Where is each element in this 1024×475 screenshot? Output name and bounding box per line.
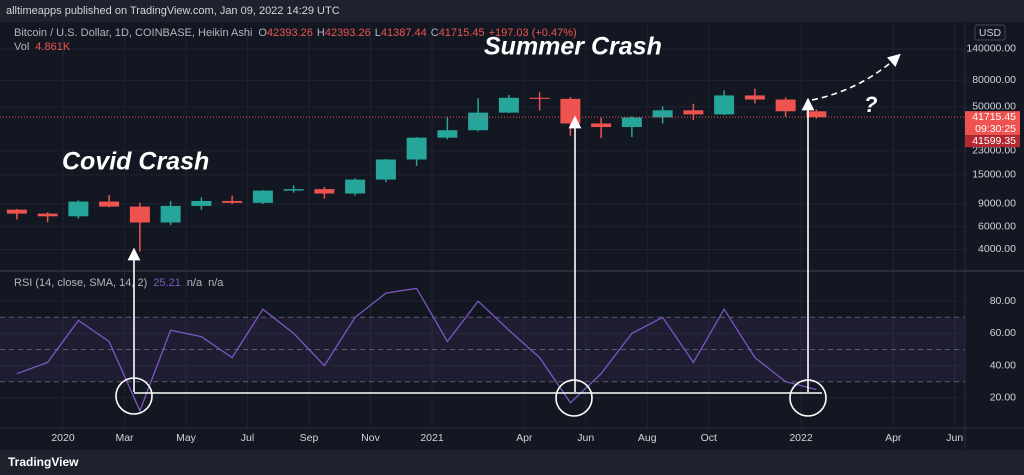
candle-body	[37, 213, 58, 217]
annotation: ?	[864, 92, 877, 117]
y-tick-label: 20.00	[990, 392, 1016, 404]
price-label: 41599.35	[972, 135, 1016, 147]
volume-value: 4.861K	[35, 41, 71, 53]
countdown: 09:30:25	[975, 123, 1016, 135]
drawings	[115, 53, 901, 417]
candle-body	[252, 190, 273, 203]
x-tick-label: Apr	[885, 432, 902, 444]
candle-body	[437, 130, 458, 138]
rsi-line	[16, 287, 817, 413]
candle-body	[560, 98, 581, 124]
na: n/a	[208, 277, 224, 289]
circle	[789, 379, 827, 417]
l-label: L	[375, 27, 381, 39]
x-tick-label: Oct	[701, 432, 717, 444]
circle	[555, 379, 593, 417]
y-tick-label: 6000.00	[978, 220, 1016, 232]
volume-legend: Vol 4.861K	[14, 41, 71, 53]
candle-body	[160, 205, 181, 223]
candle-body	[314, 189, 335, 194]
x-tick-label: Jul	[241, 432, 254, 444]
x-tick-label: Aug	[638, 432, 657, 444]
forecast-arrow	[811, 53, 901, 101]
candle-body	[744, 95, 765, 100]
candle-body	[806, 111, 827, 118]
x-tick-label: Nov	[361, 432, 380, 444]
legend-line: Bitcoin / U.S. Dollar, 1D, COINBASE, Hei…	[14, 27, 577, 39]
x-tick-label: Jun	[946, 432, 963, 444]
na: n/a	[187, 277, 203, 289]
h-label: H	[317, 27, 325, 39]
candle-body	[683, 110, 704, 115]
grid	[0, 22, 965, 428]
candle-body	[99, 201, 120, 207]
candle-body	[591, 123, 612, 128]
y-tick-label: 15000.00	[972, 169, 1016, 181]
candle-body	[498, 97, 519, 113]
brand: TradingView	[8, 455, 79, 469]
candle-body	[191, 200, 212, 206]
currency: USD	[979, 27, 1002, 39]
price-box	[965, 111, 1020, 136]
axes: 4000.00 6000.00 9000.00 15000.00 23000.00 500…	[51, 43, 1020, 444]
y-tick-label: 9000.00	[978, 197, 1016, 209]
x-tick-label: 2022	[789, 432, 813, 444]
rsi-value: 25.21	[153, 277, 181, 289]
rsi-legend: RSI (14, close, SMA, 14, 2) 25.21 n/a n/a	[14, 277, 224, 289]
y-tick-label: 80.00	[990, 295, 1016, 307]
candle-body	[714, 95, 735, 115]
x-tick-label: 2021	[420, 432, 444, 444]
candle-body	[652, 110, 673, 118]
y-tick-label: 80000.00	[972, 74, 1016, 86]
x-tick-label: Sep	[300, 432, 319, 444]
candle-body	[283, 189, 304, 191]
symbol: Bitcoin / U.S. Dollar, 1D, COINBASE, Hei…	[14, 27, 252, 39]
y-tick-label: 4000.00	[978, 243, 1016, 255]
h-value: 42393.26	[325, 27, 371, 39]
candle-body	[406, 137, 427, 160]
rsi-title: RSI (14, close, SMA, 14, 2)	[14, 277, 147, 289]
candle-body	[345, 179, 366, 194]
candle-body	[68, 201, 89, 217]
x-tick-label: May	[176, 432, 197, 444]
currency-box[interactable]	[974, 24, 1006, 41]
y-tick-label: 50000.00	[972, 101, 1016, 113]
candle-body	[529, 97, 550, 99]
o-label: O	[258, 27, 267, 39]
x-tick-label: Mar	[115, 432, 134, 444]
annotation: Covid Crash	[62, 148, 209, 176]
circle	[115, 377, 153, 415]
y-tick-label: 60.00	[990, 327, 1016, 339]
y-tick-label: 140000.00	[966, 43, 1016, 55]
candle-body	[468, 112, 489, 131]
publisher: alltimeapps published on TradingView.com…	[6, 5, 340, 17]
price-box	[965, 135, 1020, 148]
candle-body	[375, 159, 396, 180]
candle-body	[129, 206, 150, 223]
plot	[0, 88, 965, 413]
c-label: C	[431, 27, 439, 39]
c-value: 41715.45	[439, 27, 485, 39]
candle-body	[222, 200, 243, 203]
top-bar	[0, 0, 1024, 22]
o-value: 42393.26	[267, 27, 313, 39]
y-tick-label: 40.00	[990, 359, 1016, 371]
candle-body	[621, 117, 642, 128]
y-tick-label: 23000.00	[972, 145, 1016, 157]
footer	[0, 450, 1024, 475]
volume-label: Vol	[14, 41, 29, 53]
price-label: 41715.45	[972, 111, 1016, 123]
change: +197.03 (+0.47%)	[489, 27, 577, 39]
candle-body	[775, 99, 796, 112]
l-value: 41387.44	[381, 27, 427, 39]
annotation: Summer Crash	[484, 33, 662, 61]
x-tick-label: 2020	[51, 432, 75, 444]
x-tick-label: Apr	[516, 432, 533, 444]
x-tick-label: Jun	[577, 432, 594, 444]
candle-body	[6, 209, 27, 214]
